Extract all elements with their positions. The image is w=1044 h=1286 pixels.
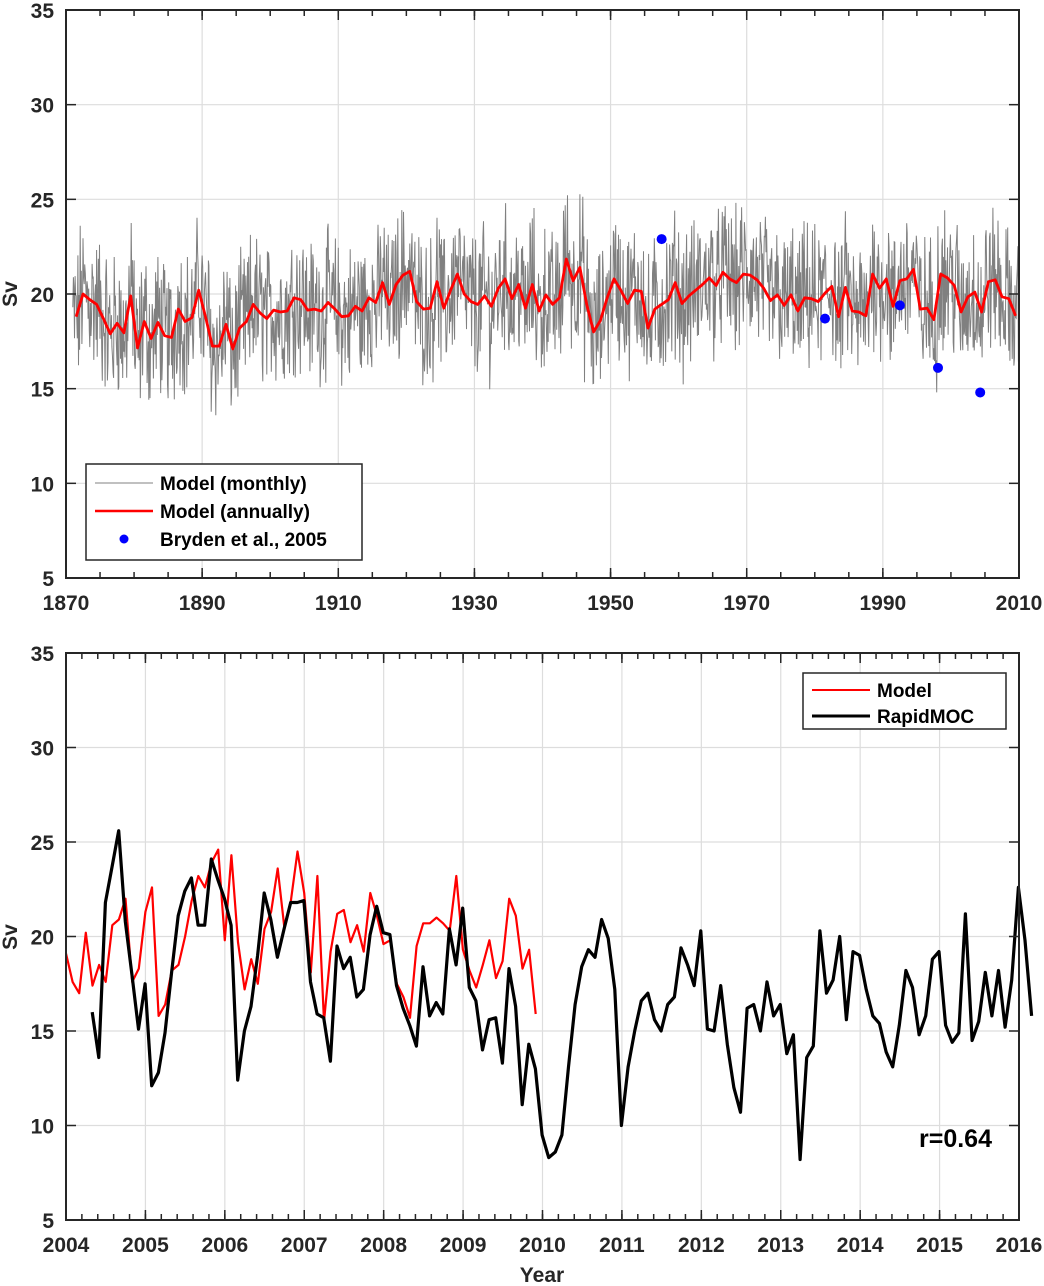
bottom-y-tick-label: 30	[31, 738, 54, 761]
bottom-xlabel: Year	[520, 1264, 564, 1286]
top-x-tick-label: 1870	[43, 592, 90, 615]
bottom-y-tick-label: 5	[42, 1210, 54, 1233]
top-y-tick-label: 30	[31, 95, 54, 118]
top-point-bryden-et-al-2005	[932, 362, 943, 373]
bottom-x-tick-label: 2010	[519, 1234, 566, 1257]
bottom-legend: Model RapidMOC	[802, 672, 1007, 730]
bottom-legend-box	[802, 672, 1007, 730]
bottom-x-tick-label: 2007	[281, 1234, 328, 1257]
top-y-tick-label: 20	[31, 284, 54, 307]
top-series-layer	[72, 194, 1020, 416]
top-x-tick-label: 1990	[859, 592, 906, 615]
bottom-x-tick-label: 2016	[996, 1234, 1043, 1257]
top-y-tick-label: 35	[31, 0, 55, 23]
bottom-series-model	[64, 848, 537, 1023]
legend-label-model: Model	[877, 681, 932, 702]
bottom-y-tick-label: 35	[31, 643, 55, 666]
top-y-tick-label: 15	[31, 379, 55, 402]
bottom-x-tick-label: 2008	[360, 1234, 407, 1257]
top-x-tick-label: 1910	[315, 592, 362, 615]
bottom-x-tick-label: 2012	[678, 1234, 725, 1257]
top-y-tick-label: 25	[31, 189, 55, 212]
bottom-x-tick-label: 2011	[599, 1234, 645, 1257]
bottom-series-rapidmoc	[90, 829, 1034, 1162]
bottom-panel-model-vs-rapidmoc: 2004 2005 2006 2007 2008 2009 2010 2011 2012 2013…	[0, 643, 1042, 1286]
top-legend: Model (monthly) Model (annually) Bryden …	[85, 463, 363, 561]
top-point-bryden-et-al-2005	[975, 387, 986, 398]
bottom-x-tick-label: 2013	[757, 1234, 804, 1257]
top-point-bryden-et-al-2005	[656, 234, 667, 245]
top-panel-monthly-annual-model: 1870 1890 1910 1930 1950 1970 1990 2010 5 10 15 20 2…	[0, 0, 1042, 615]
legend-label-monthly: Model (monthly)	[160, 474, 307, 495]
top-series-model-monthly	[72, 194, 1020, 416]
legend-label-rapidmoc: RapidMOC	[877, 707, 974, 728]
bottom-x-tick-label: 2015	[916, 1234, 963, 1257]
legend-marker-bryden	[119, 534, 129, 544]
bottom-x-tick-label: 2006	[201, 1234, 248, 1257]
top-y-tick-label: 10	[31, 473, 54, 496]
top-y-tick-label: 5	[42, 568, 54, 591]
top-point-bryden-et-al-2005	[819, 313, 830, 324]
top-axes: 1870 1890 1910 1930 1950 1970 1990 2010 5 10 15 20 2…	[31, 0, 1043, 615]
bottom-y-tick-label: 15	[31, 1021, 55, 1044]
top-x-tick-label: 1890	[179, 592, 226, 615]
top-point-bryden-et-al-2005	[894, 300, 905, 311]
bottom-x-tick-label: 2005	[122, 1234, 169, 1257]
legend-label-annual: Model (annually)	[160, 502, 310, 523]
bottom-y-tick-label: 10	[31, 1116, 54, 1139]
bottom-y-tick-label: 25	[31, 832, 55, 855]
correlation-annotation: r=0.64	[919, 1125, 992, 1153]
top-x-tick-label: 1970	[723, 592, 770, 615]
bottom-gridlines	[66, 653, 1019, 1220]
top-x-tick-label: 1930	[451, 592, 498, 615]
top-x-tick-label: 2010	[996, 592, 1043, 615]
top-x-tick-label: 1950	[587, 592, 634, 615]
top-series-model-annually	[74, 257, 1017, 351]
top-ylabel: Sv	[0, 281, 22, 307]
bottom-series-layer	[64, 829, 1034, 1162]
bottom-ylabel: Sv	[0, 924, 22, 950]
legend-label-bryden: Bryden et al., 2005	[160, 530, 327, 551]
bottom-x-tick-label: 2014	[837, 1234, 884, 1257]
bottom-axes: 2004 2005 2006 2007 2008 2009 2010 2011 2012 2013…	[31, 643, 1043, 1257]
bottom-x-tick-label: 2004	[43, 1234, 90, 1257]
bottom-x-tick-label: 2009	[440, 1234, 487, 1257]
bottom-y-tick-label: 20	[31, 927, 54, 950]
